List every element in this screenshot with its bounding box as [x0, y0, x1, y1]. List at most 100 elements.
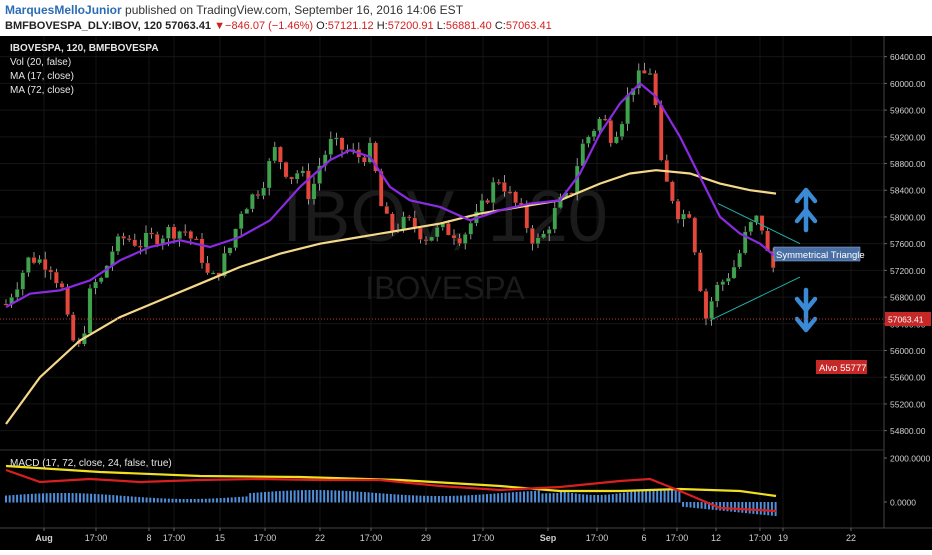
macd-histogram-bar — [704, 502, 707, 510]
macd-histogram-bar — [204, 498, 207, 503]
macd-tick-label: 2000.0000 — [890, 454, 930, 464]
legend-macd[interactable]: MACD (17, 72, close, 24, false, true) — [10, 458, 172, 469]
target-label-box — [816, 360, 867, 374]
candle-down — [42, 259, 48, 271]
macd-histogram-bar — [227, 497, 229, 503]
symmetrical-triangle-drawing[interactable] — [709, 203, 801, 321]
candle-down — [507, 191, 513, 194]
time-tick-label: 8 — [146, 533, 151, 543]
candle-down — [658, 105, 664, 161]
macd-histogram-bar — [230, 497, 233, 503]
candle-up — [748, 221, 754, 232]
macd-histogram-bar — [474, 494, 477, 503]
time-tick-label: 22 — [846, 533, 856, 543]
macd-histogram-bar — [426, 495, 429, 503]
macd-histogram-bar — [708, 502, 710, 510]
legend-vol[interactable]: Vol (20, false) — [10, 57, 72, 68]
macd-histogram-bar — [56, 493, 59, 503]
candle-down — [283, 162, 289, 178]
macd-histogram-bar — [611, 494, 614, 503]
macd-histogram-bar — [90, 493, 93, 503]
macd-histogram-bar — [659, 489, 662, 503]
candle-down — [378, 170, 384, 207]
candle-up — [614, 136, 619, 144]
macd-histogram-bar — [752, 502, 755, 514]
arrows[interactable] — [794, 187, 818, 333]
macd-histogram-bar — [219, 498, 222, 503]
candle-up — [535, 237, 541, 244]
candle-up — [726, 277, 731, 282]
legend-ma72[interactable]: MA (72, close) — [10, 85, 74, 96]
time-tick-label: 29 — [421, 533, 431, 543]
macd-tick-label: 0.0000 — [890, 498, 916, 508]
open-value: 57121.12 — [327, 20, 374, 32]
macd-histogram-bar — [730, 502, 733, 512]
macd-histogram-bar — [356, 491, 359, 503]
macd-histogram-bar — [19, 494, 22, 503]
symmetrical-triangle-label-box — [773, 246, 861, 262]
candle-up — [552, 207, 558, 230]
macd-histogram-bar — [589, 494, 592, 503]
macd-histogram-bar — [186, 498, 189, 503]
time-tick-label: Sep — [540, 533, 557, 543]
price-tick-label: 58400.00 — [890, 186, 926, 196]
candle-down — [306, 170, 311, 200]
macd-histogram-bar — [141, 497, 144, 503]
annotations[interactable]: Symmetrical Triangle Alvo 55777 — [773, 246, 867, 374]
candle-up — [625, 94, 630, 125]
macd-histogram-bar — [378, 493, 381, 503]
time-tick-label: 17:00 — [85, 533, 108, 543]
macd-histogram-bar — [571, 492, 574, 503]
macd-histogram-bar — [463, 495, 466, 503]
macd-histogram-bar — [64, 493, 67, 503]
macd-histogram-bar — [282, 490, 285, 503]
time-tick-label: 17:00 — [254, 533, 277, 543]
macd-histogram-bar — [160, 498, 163, 503]
macd-histogram-bar — [238, 496, 241, 503]
candle-up — [367, 142, 373, 163]
macd-histogram-bar — [523, 491, 525, 503]
low-label: L: — [436, 20, 446, 32]
symbol-name: BMFBOVESPA_DLY:IBOV, 120 — [5, 20, 163, 32]
candle-down — [703, 290, 709, 319]
author-link[interactable]: MarquesMelloJunior — [5, 3, 122, 17]
price-tick-label: 55200.00 — [890, 399, 926, 409]
candle-up — [558, 196, 563, 209]
time-axis[interactable]: Aug 17:00 8 17:00 15 17:00 22 17:00 29 17:00 Sep 17… — [0, 527, 932, 543]
macd-histogram-bar — [552, 493, 555, 503]
candle-up — [93, 281, 98, 289]
macd-histogram-bar — [634, 491, 636, 503]
candle-down — [653, 73, 658, 106]
macd-histogram-bar — [419, 495, 422, 503]
candle-up — [266, 160, 272, 189]
candle-down — [524, 204, 530, 229]
candle-up — [462, 234, 468, 244]
macd-histogram-bar — [722, 502, 725, 511]
symmetrical-triangle-label: Symmetrical Triangle — [776, 250, 865, 261]
macd-histogram-bar — [349, 491, 352, 503]
chart-area[interactable]: IBOV, 120 IBOVESPA 60400.00 60000.00 59600… — [0, 36, 932, 550]
macd-histogram-bar — [604, 494, 607, 503]
macd-histogram-bar — [560, 491, 562, 503]
macd-histogram-bar — [397, 494, 400, 503]
price-axis[interactable]: 60400.00 60000.00 59600.00 59200.00 58800.00… — [883, 36, 932, 550]
candle-down — [602, 118, 608, 121]
candle-up — [591, 130, 597, 137]
macd-histogram-bar — [267, 491, 270, 503]
candle-down — [339, 137, 345, 151]
price-tick-label: 54800.00 — [890, 426, 926, 436]
price-chart[interactable]: IBOV, 120 IBOVESPA 60400.00 60000.00 59600… — [0, 36, 932, 550]
macd-histogram-bar — [741, 502, 744, 513]
macd-histogram-bar — [423, 495, 426, 503]
legend-ma17[interactable]: MA (17, close) — [10, 71, 74, 82]
candle-down — [132, 239, 138, 247]
candle-down — [59, 283, 65, 288]
macd-histogram-bar — [249, 493, 252, 503]
macd-histogram-bar — [175, 498, 178, 503]
high-label: H: — [376, 20, 388, 32]
time-tick-label: 6 — [641, 533, 646, 543]
macd-histogram-bar — [748, 502, 751, 514]
macd-histogram-bar — [5, 495, 7, 503]
macd-histogram-bar — [215, 498, 218, 503]
macd-histogram-bar — [297, 490, 300, 503]
